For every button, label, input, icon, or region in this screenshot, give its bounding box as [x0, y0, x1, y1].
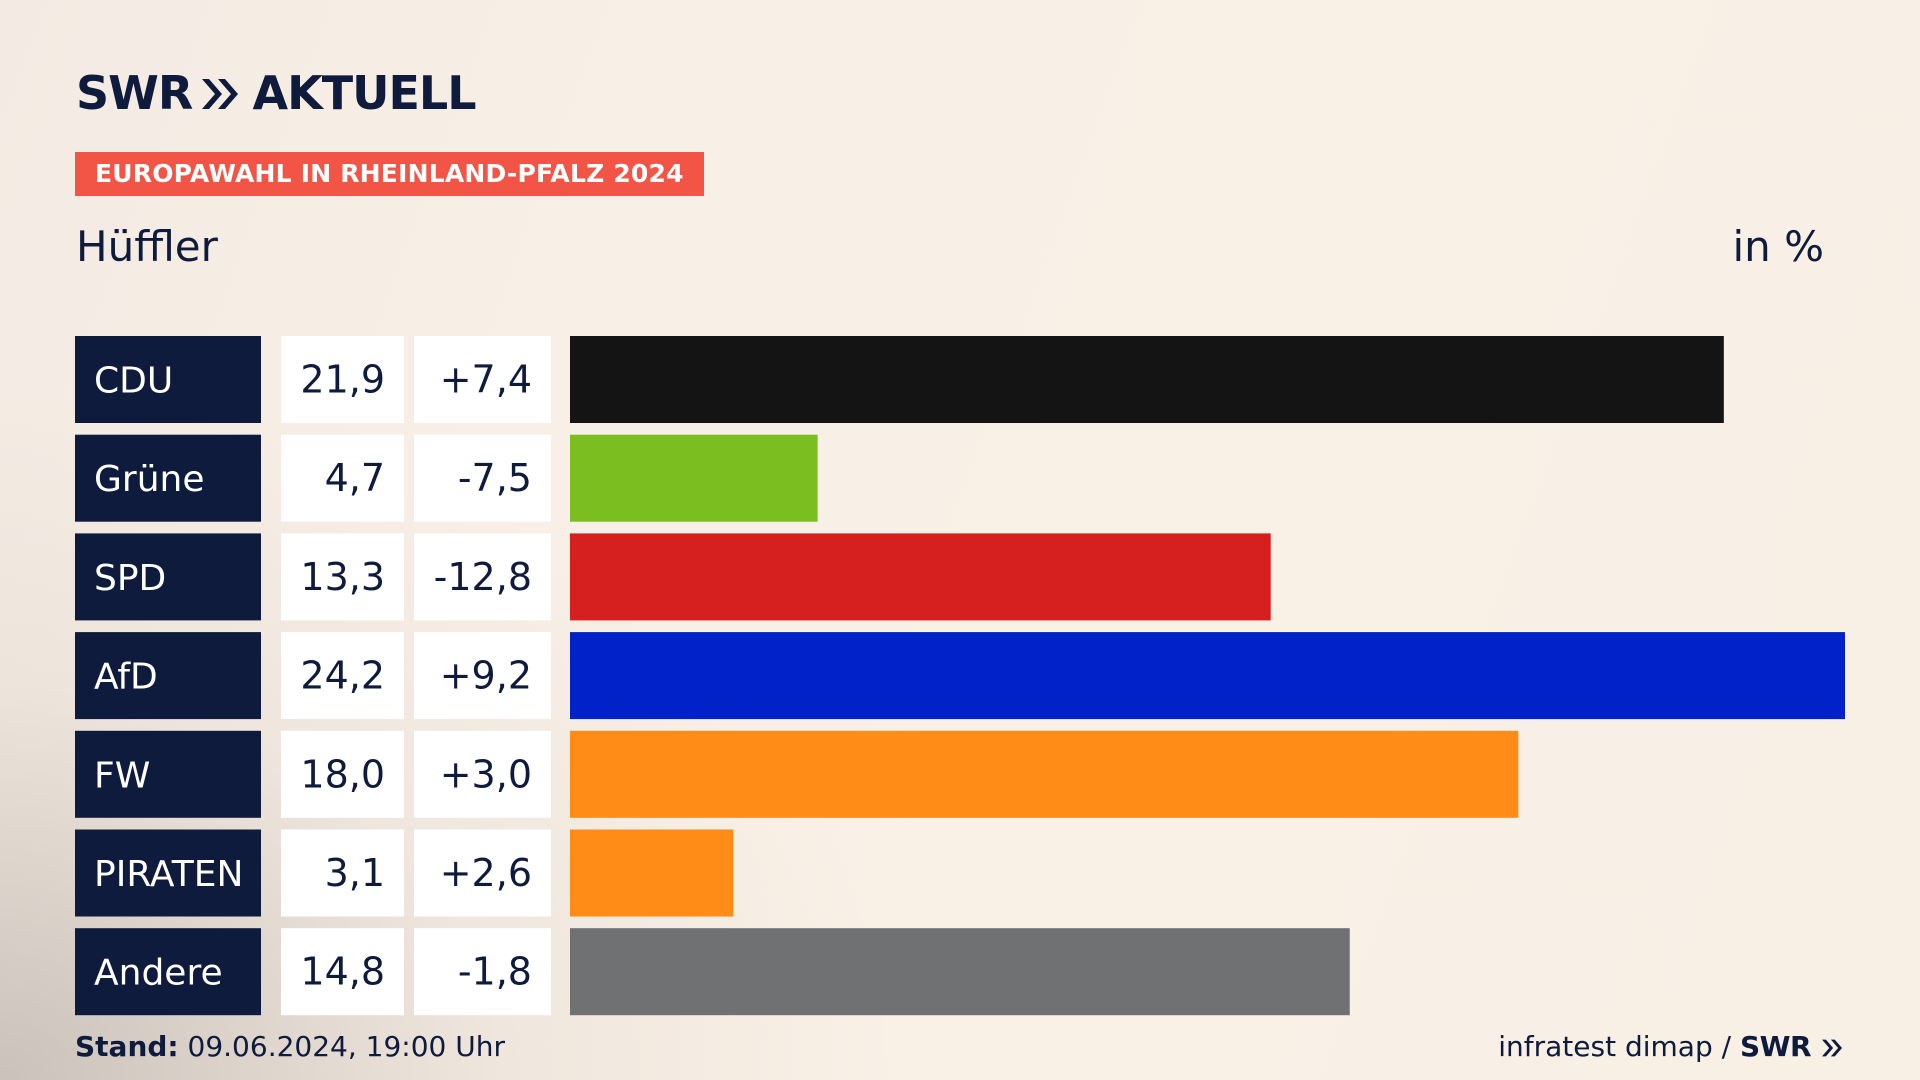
value-box: [281, 829, 404, 917]
brand-name: SWR: [76, 66, 193, 120]
party-label-box: [75, 434, 261, 522]
result-bar: [570, 632, 1845, 720]
source-brand: SWR: [1739, 1030, 1812, 1063]
value-label: 18,0: [300, 752, 385, 796]
party-label-box: [75, 730, 261, 818]
timestamp-label: Stand:: [75, 1030, 179, 1063]
result-bar: [570, 434, 818, 522]
party-label-box: [75, 336, 261, 423]
party-label-box: [75, 928, 261, 1016]
party-label: AfD: [94, 657, 158, 698]
timestamp-value: 09.06.2024, 19:00 Uhr: [187, 1030, 505, 1063]
value-box: [281, 928, 404, 1016]
party-label-box: [75, 632, 261, 720]
value-box: [281, 336, 404, 423]
unit-label: in %: [1732, 222, 1824, 271]
change-box: [414, 928, 551, 1016]
value-label: 13,3: [300, 555, 385, 599]
change-label: -1,8: [458, 950, 532, 994]
change-label: +2,6: [440, 851, 532, 895]
party-label: PIRATEN: [94, 854, 243, 895]
brand-section: AKTUELL: [252, 66, 476, 120]
value-box: [281, 730, 404, 818]
election-badge: EUROPAWAHL IN RHEINLAND-PFALZ 2024: [75, 152, 704, 196]
result-bar: [570, 336, 1724, 423]
party-label-box: [75, 829, 261, 917]
change-label: -7,5: [458, 456, 532, 500]
result-bar: [570, 533, 1271, 621]
change-label: +7,4: [440, 358, 532, 402]
value-label: 4,7: [325, 456, 385, 500]
change-label: +3,0: [440, 752, 532, 796]
party-label-box: [75, 533, 261, 621]
municipality-title: Hüffler: [76, 222, 218, 271]
swr-aktuell-logo: SWR AKTUELL: [76, 66, 477, 120]
change-box: [414, 829, 551, 917]
value-box: [281, 434, 404, 522]
result-bar: [570, 829, 734, 917]
double-chevron-icon: [202, 79, 239, 109]
value-label: 14,8: [300, 950, 385, 994]
change-box: [414, 533, 551, 621]
change-box: [414, 434, 551, 522]
value-box: [281, 632, 404, 720]
value-box: [281, 533, 404, 621]
party-label: SPD: [94, 558, 166, 599]
result-bar: [570, 730, 1519, 818]
party-label: Andere: [94, 953, 223, 994]
change-label: +9,2: [440, 654, 532, 698]
timestamp: Stand: 09.06.2024, 19:00 Uhr: [75, 1030, 505, 1063]
value-label: 24,2: [300, 654, 385, 698]
change-label: -12,8: [434, 555, 532, 599]
value-label: 21,9: [300, 358, 385, 402]
party-label: FW: [94, 755, 150, 796]
change-box: [414, 730, 551, 818]
party-label: CDU: [94, 361, 173, 402]
party-label: Grüne: [94, 459, 204, 500]
change-box: [414, 632, 551, 720]
result-bar: [570, 928, 1350, 1016]
change-box: [414, 336, 551, 423]
results-bar-chart: CDU 21,9 +7,4 Grüne 4,7 -7,5 SPD 13,3 -12,8 AfD 24…: [75, 336, 1845, 1016]
double-chevron-small-icon: [1822, 1039, 1842, 1057]
source-text: infratest dimap /: [1498, 1030, 1732, 1063]
value-label: 3,1: [325, 851, 385, 895]
source-credit: infratest dimap / SWR: [1498, 1030, 1844, 1063]
